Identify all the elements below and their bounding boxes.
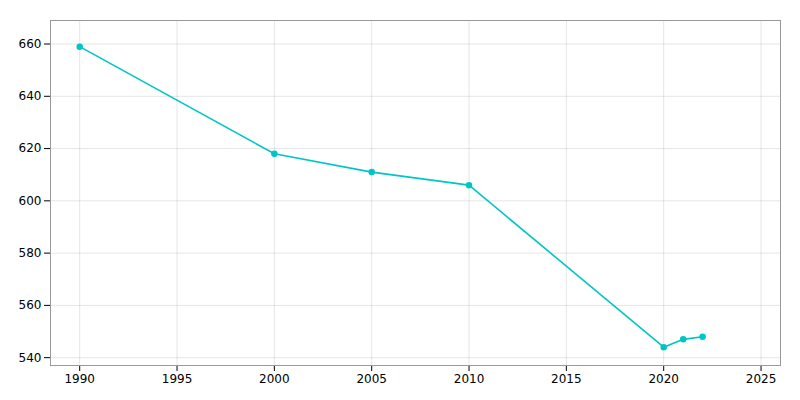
svg-text:2010: 2010 <box>454 372 485 386</box>
svg-text:2020: 2020 <box>648 372 679 386</box>
svg-text:660: 660 <box>19 37 42 51</box>
svg-text:1995: 1995 <box>162 372 193 386</box>
svg-text:2005: 2005 <box>356 372 387 386</box>
svg-text:2000: 2000 <box>259 372 290 386</box>
svg-text:2015: 2015 <box>551 372 582 386</box>
svg-text:560: 560 <box>19 298 42 312</box>
svg-text:540: 540 <box>19 350 42 364</box>
svg-text:640: 640 <box>19 89 42 103</box>
svg-text:1990: 1990 <box>64 372 95 386</box>
svg-text:620: 620 <box>19 141 42 155</box>
svg-text:600: 600 <box>19 194 42 208</box>
svg-text:2025: 2025 <box>746 372 777 386</box>
svg-text:580: 580 <box>19 246 42 260</box>
